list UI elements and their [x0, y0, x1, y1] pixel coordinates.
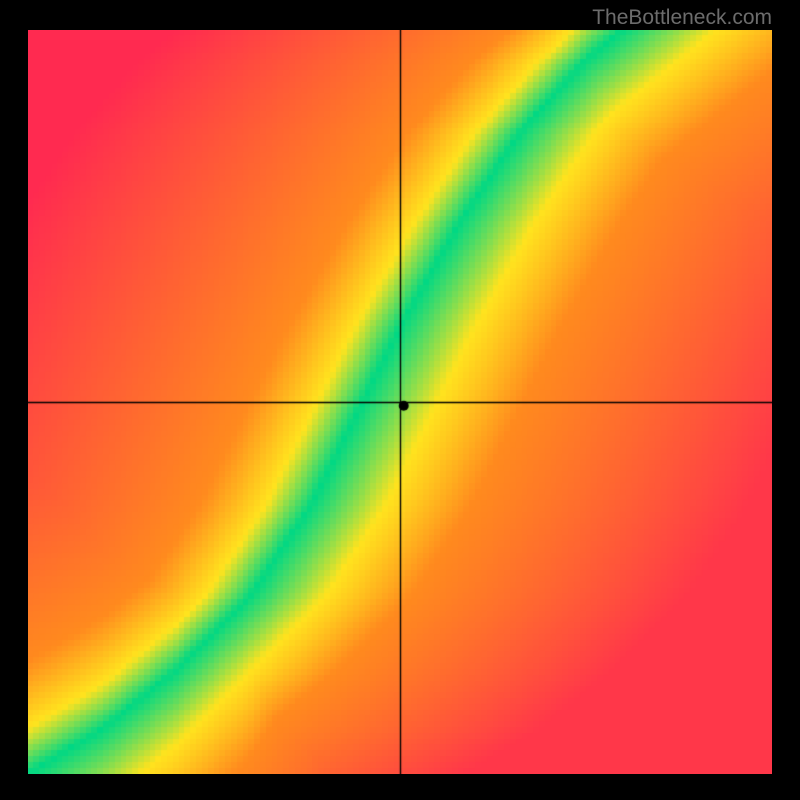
watermark-text: TheBottleneck.com	[592, 6, 772, 30]
bottleneck-heatmap	[28, 30, 772, 774]
